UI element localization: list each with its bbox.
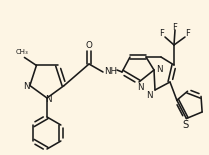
Text: O: O (85, 42, 92, 51)
Text: N: N (146, 91, 152, 100)
Text: F: F (173, 22, 177, 31)
Text: CH₃: CH₃ (16, 49, 29, 55)
Text: F: F (159, 29, 164, 38)
Text: F: F (186, 29, 190, 38)
Text: N: N (137, 84, 143, 93)
Text: NH: NH (104, 67, 117, 77)
Text: N: N (23, 82, 29, 91)
Text: N: N (45, 95, 51, 104)
Text: S: S (182, 120, 189, 130)
Text: N: N (156, 64, 162, 73)
